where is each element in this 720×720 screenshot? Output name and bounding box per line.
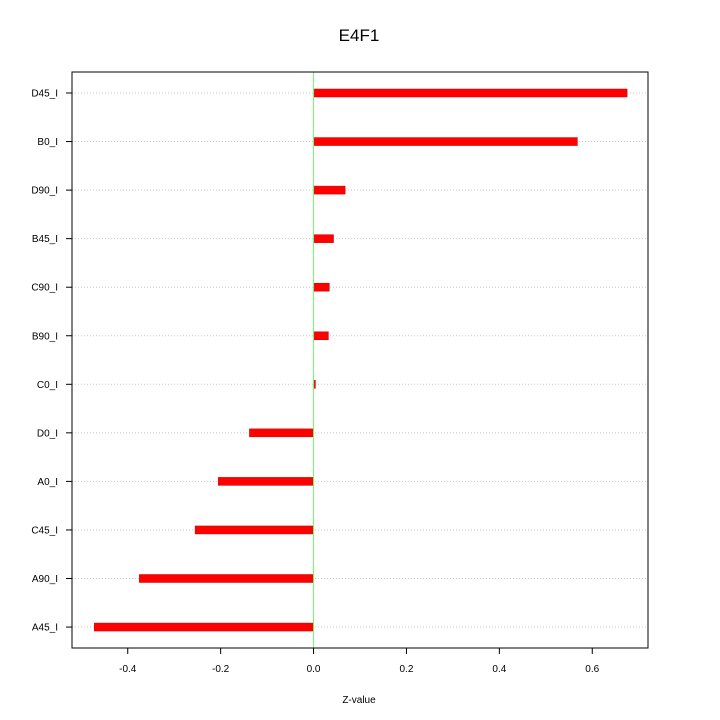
bar-A0_I (218, 477, 314, 486)
y-axis: D45_I B0_I D90_I B45_I C90_I B90_I C0_I D0_I A0_… (31, 89, 72, 634)
bar-C45_I (194, 525, 314, 535)
x-tick-label: -0.2 (212, 664, 230, 675)
bar-D90_I (313, 185, 346, 195)
bar-B0_I (313, 137, 578, 146)
bars (94, 88, 628, 632)
y-tick-label: B90_I (32, 331, 58, 342)
y-tick-label: A45_I (32, 623, 58, 634)
chart-title: E4F1 (339, 26, 380, 45)
grid-lines (72, 92, 648, 628)
plot-frame (71, 71, 649, 649)
bar-A90_I (139, 574, 314, 583)
y-tick-label: A0_I (37, 477, 58, 488)
bar-B45_I (313, 234, 334, 243)
x-tick-label: 0.6 (585, 664, 599, 675)
bar-D45_I (313, 88, 628, 98)
bar-A45_I (94, 622, 314, 632)
y-tick-label: D0_I (37, 428, 58, 439)
y-tick-label: C0_I (37, 380, 58, 391)
y-tick-label: D45_I (31, 89, 58, 100)
x-axis-label: Z-value (342, 695, 376, 706)
x-tick-label: 0.2 (399, 664, 413, 675)
bar-C90_I (313, 282, 330, 292)
x-tick-label: -0.4 (119, 664, 137, 675)
y-tick-label: A90_I (32, 574, 58, 585)
bar-B90_I (313, 331, 329, 340)
y-tick-label: B0_I (37, 137, 58, 148)
y-tick-label: C90_I (31, 283, 58, 294)
x-tick-label: 0.4 (492, 664, 506, 675)
y-tick-label: B45_I (32, 234, 58, 245)
x-axis: -0.4 -0.2 0.0 0.2 0.4 0.6 (119, 647, 600, 675)
y-tick-label: C45_I (31, 525, 58, 536)
bar-D0_I (249, 428, 314, 438)
y-tick-label: D90_I (31, 186, 58, 197)
x-tick-label: 0.0 (307, 664, 321, 675)
